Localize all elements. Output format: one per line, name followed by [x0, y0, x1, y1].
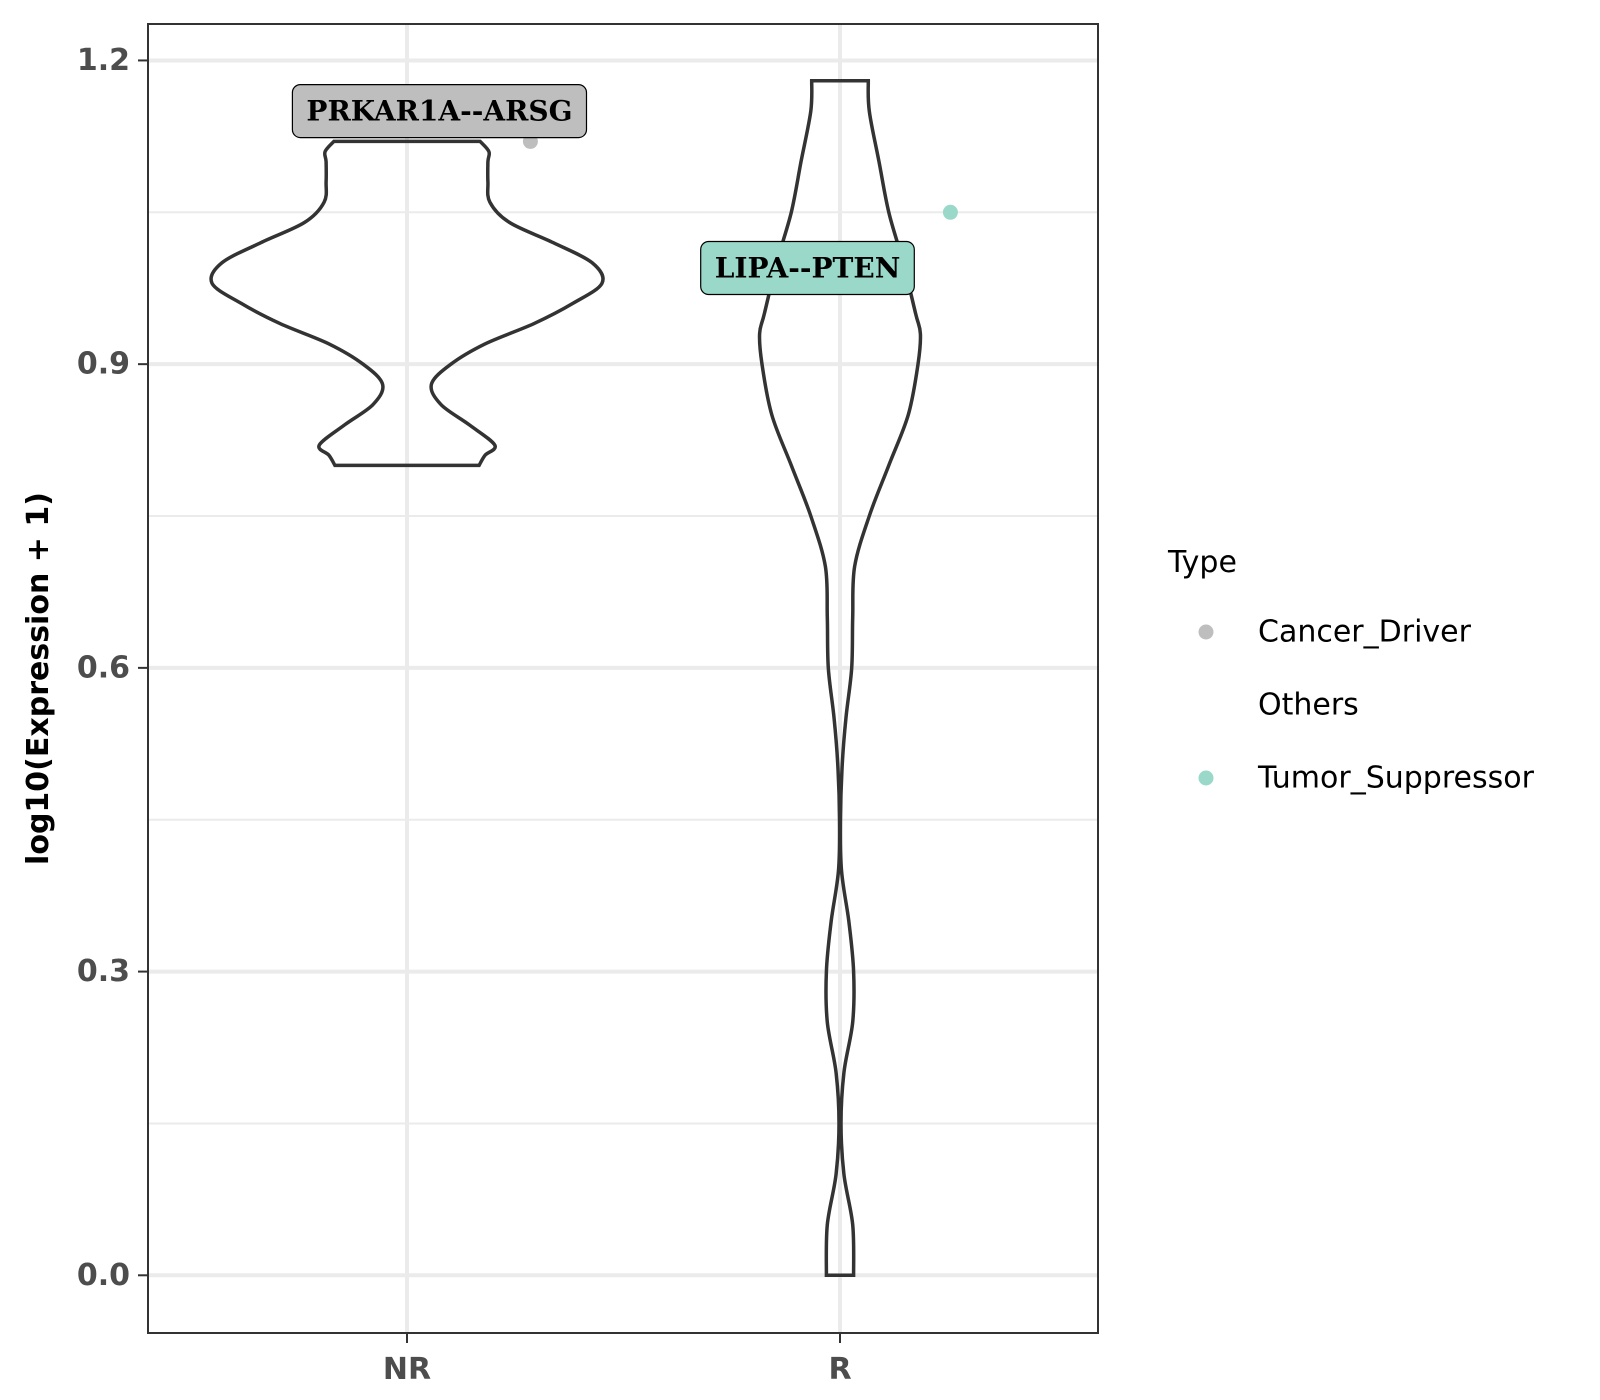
- violin-r: [757, 78, 923, 1278]
- violin-nr: [209, 139, 605, 468]
- y-tick-label: 1.2: [77, 43, 130, 78]
- gene-label-box: PRKAR1A--ARSG: [291, 83, 588, 139]
- y-tick-label: 0.3: [77, 954, 130, 989]
- gene-labels: PRKAR1A--ARSG LIPA--PTEN: [291, 83, 915, 296]
- legend-key-cancer-driver: [1198, 624, 1214, 640]
- legend-label-cancer-driver: Cancer_Driver: [1258, 615, 1472, 650]
- data-point-tumor-suppressor: [942, 204, 958, 220]
- gene-label-box: LIPA--PTEN: [700, 240, 915, 296]
- legend-key-tumor-suppressor: [1198, 770, 1214, 786]
- gene-label-background: [291, 83, 588, 139]
- legend-label-others: Others: [1258, 688, 1359, 723]
- axes: 0.0 0.3 0.6 0.9 1.2 NR R: [77, 43, 852, 1387]
- gene-label-background: [700, 240, 915, 296]
- y-tick-label: 0.0: [77, 1258, 130, 1293]
- gene-label-text: LIPA--PTEN: [715, 251, 901, 284]
- x-tick-label: R: [828, 1352, 851, 1387]
- legend-title: Type: [1167, 545, 1237, 580]
- violins: [209, 78, 923, 1278]
- gene-label-text: PRKAR1A--ARSG: [306, 95, 572, 128]
- x-tick-label: NR: [383, 1352, 431, 1387]
- legend: Type Cancer_Driver Others Tumor_Suppressor: [1167, 545, 1535, 796]
- legend-label-tumor-suppressor: Tumor_Suppressor: [1257, 761, 1535, 796]
- y-tick-label: 0.6: [77, 650, 130, 685]
- y-axis-title: log10(Expression + 1): [21, 492, 56, 865]
- panel-border: [147, 23, 1099, 1334]
- y-tick-label: 0.9: [77, 347, 130, 382]
